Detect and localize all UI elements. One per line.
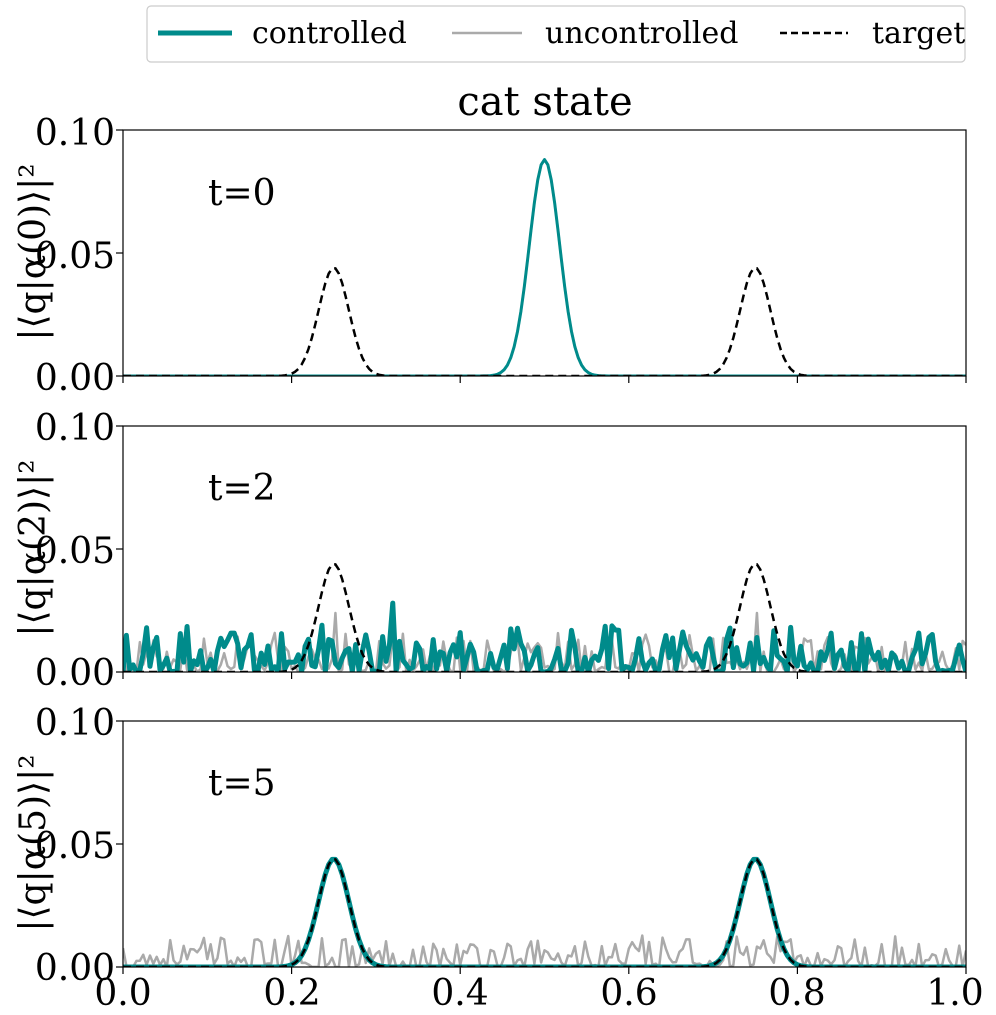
panel-t5: [116, 720, 967, 974]
axes-frame: [122, 720, 967, 968]
plot-area: [123, 158, 966, 376]
legend: controlled uncontrolled target: [146, 5, 966, 63]
series-target: [123, 267, 966, 376]
xtick-4: 0.8: [768, 973, 825, 1014]
panel-annotation-t2: t=2: [208, 468, 276, 509]
ytick-1-bottom: 0.00: [35, 653, 115, 694]
xtick-3: 0.6: [600, 973, 657, 1014]
panel-t0: [116, 129, 967, 383]
ytick-1-top: 0.10: [35, 408, 115, 449]
ytick-2-top: 0.10: [35, 703, 115, 744]
xtick-0: 0.0: [94, 973, 151, 1014]
axes-frame: [122, 129, 967, 377]
legend-label-target: target: [872, 16, 965, 51]
plot-area: [123, 856, 966, 967]
xtick-1: 0.2: [263, 973, 320, 1014]
legend-label-uncontrolled: uncontrolled: [545, 16, 738, 51]
ylabel-t2: |⟨q|α(2)⟩|²: [13, 459, 54, 636]
xtick-2: 0.4: [431, 973, 488, 1014]
ytick-0-mid: 0.05: [35, 236, 115, 277]
series-uncontrolled: [123, 934, 966, 967]
legend-label-controlled: controlled: [252, 16, 407, 51]
series-uncontrolled: [123, 611, 966, 672]
plot-area: [123, 563, 966, 672]
ylabel-t0: |⟨q|α(0)⟩|²: [13, 163, 54, 340]
y-tick-labels: 0.10 0.05 0.00 0.10 0.05 0.00 0.10 0.05 …: [35, 113, 115, 989]
ytick-0-top: 0.10: [35, 113, 115, 154]
ytick-2-mid: 0.05: [35, 826, 115, 867]
panel-annotation-t0: t=0: [208, 173, 276, 214]
series-controlled: [123, 158, 966, 376]
xtick-5: 1.0: [926, 973, 983, 1014]
ytick-0-bottom: 0.00: [35, 358, 115, 399]
panel-annotation-t5: t=5: [208, 763, 276, 804]
legend-frame: [146, 5, 966, 63]
panel-t2: [116, 425, 967, 679]
ylabel-t5: |⟨q|α(5)⟩|²: [13, 754, 54, 931]
ytick-2-bottom: 0.00: [35, 948, 115, 989]
ytick-1-mid: 0.05: [35, 531, 115, 572]
chart-title: cat state: [457, 79, 632, 125]
x-tick-labels: 0.0 0.2 0.4 0.6 0.8 1.0: [94, 973, 983, 1014]
